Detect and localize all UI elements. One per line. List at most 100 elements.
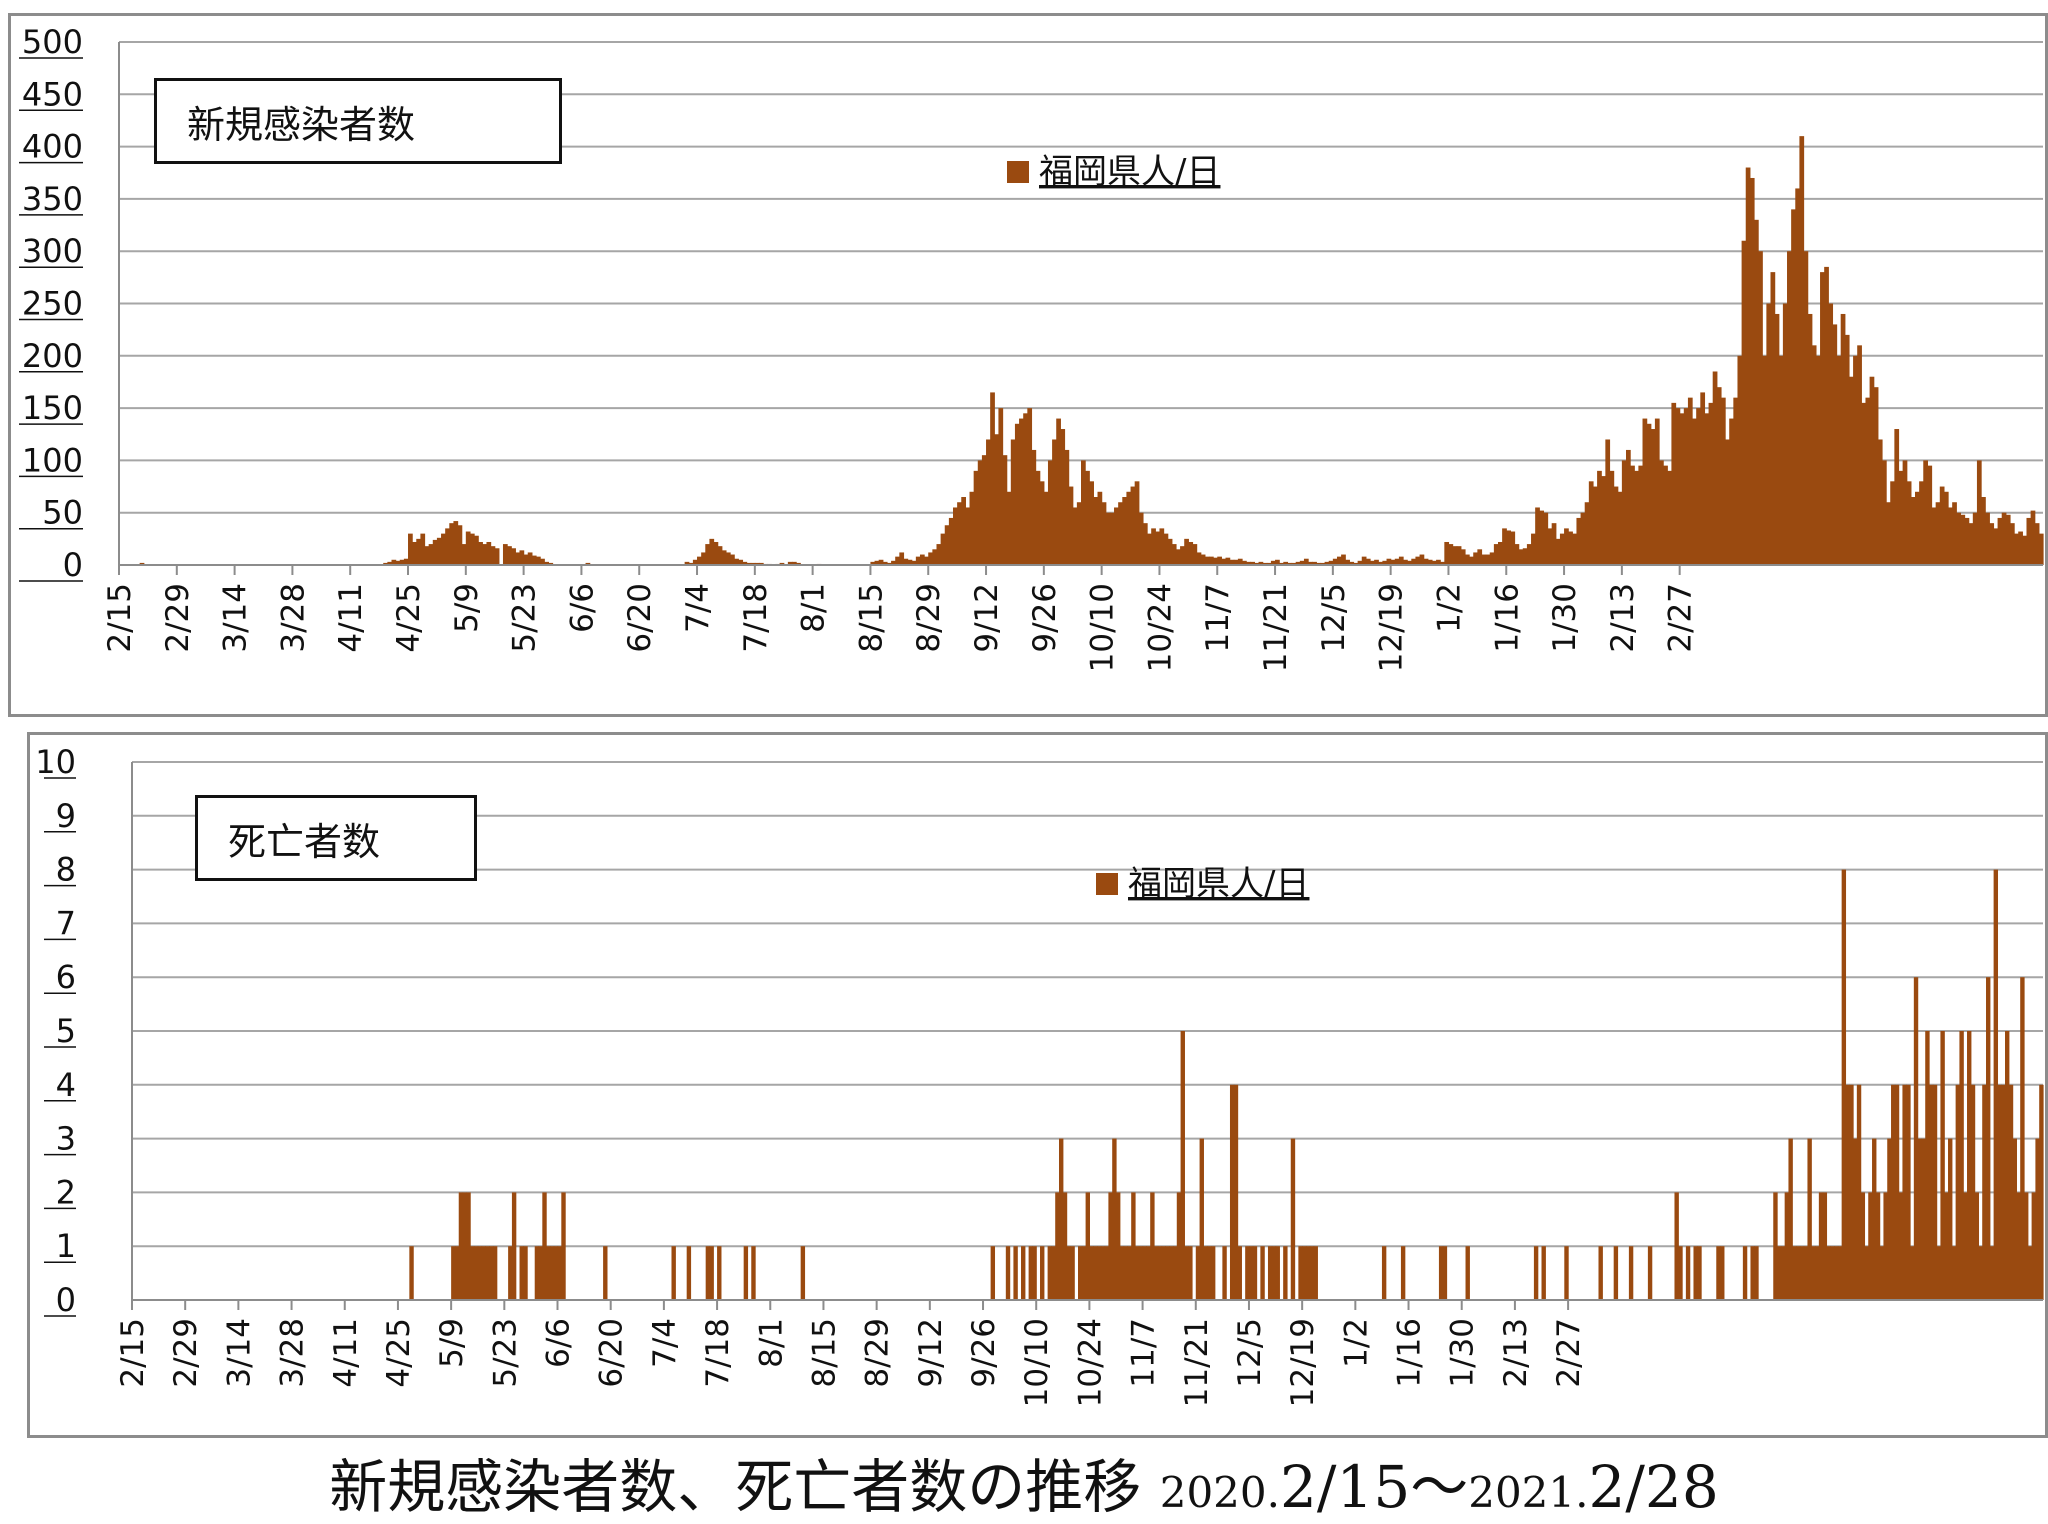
x-tick-label: 2/13 [1605, 583, 1641, 653]
bar [1188, 1246, 1193, 1300]
y-tick-label: 9 [56, 797, 76, 835]
bar [1465, 1246, 1470, 1300]
bar [1539, 510, 1545, 565]
bar [1725, 439, 1730, 565]
bar [1674, 1192, 1679, 1300]
x-tick-label: 2/27 [1663, 583, 1699, 653]
bar [1784, 1192, 1790, 1300]
bar [1869, 376, 1875, 565]
bar [1498, 541, 1503, 565]
bar [1291, 562, 1297, 565]
x-tick-label: 8/15 [806, 1318, 842, 1388]
bar [1254, 562, 1260, 565]
y-tick-label: 7 [56, 904, 76, 942]
bar [462, 1192, 467, 1300]
bar [1915, 491, 1920, 565]
bar [713, 541, 719, 565]
bar [511, 1192, 517, 1300]
bar [1807, 1138, 1812, 1300]
bar [1299, 560, 1305, 565]
bar [1576, 517, 1582, 565]
y-tick-label: 4 [56, 1066, 76, 1104]
bar [743, 1246, 749, 1300]
bar [1875, 1192, 1881, 1300]
bar [1266, 562, 1272, 565]
bar [1442, 1246, 1448, 1300]
bar [1180, 546, 1185, 565]
bar [1824, 266, 1829, 565]
bar [1770, 272, 1776, 565]
bar [2001, 512, 2007, 565]
bar [1799, 1246, 1805, 1300]
bar [1047, 1246, 1053, 1300]
bar [2022, 535, 2028, 565]
bar [709, 538, 715, 565]
bar [469, 533, 475, 565]
bar [751, 1246, 756, 1300]
bar [1469, 556, 1474, 565]
bar [1777, 1246, 1782, 1300]
bar [1940, 1031, 1945, 1300]
bar [1853, 355, 1858, 565]
bar [1921, 1138, 1926, 1300]
bar [1051, 1246, 1056, 1300]
bar [1733, 397, 1739, 565]
bar [1370, 560, 1375, 565]
bar [1258, 561, 1264, 565]
bar [1043, 491, 1049, 565]
bar [1118, 502, 1123, 565]
bar [1551, 523, 1557, 565]
bar [466, 1192, 471, 1300]
bar [470, 1246, 475, 1300]
bar [1526, 544, 1532, 565]
bar [1650, 429, 1656, 565]
x-tick-label: 8/15 [853, 583, 889, 653]
bar [1826, 1246, 1831, 1300]
bar [1374, 559, 1379, 565]
figure-caption: 新規感染者数、死亡者数の推移 2020.2/15～2021.2/28 [0, 1440, 2048, 1524]
bar [1052, 439, 1057, 565]
bar [686, 1246, 692, 1300]
bar [1035, 470, 1041, 565]
bar [1592, 486, 1598, 565]
bar [944, 525, 950, 565]
bar [1378, 561, 1383, 565]
bar [981, 455, 987, 565]
x-tick-label: 2/29 [160, 583, 196, 653]
bar [1246, 561, 1251, 565]
bar [1720, 1246, 1725, 1300]
bar [1837, 1246, 1843, 1300]
bar [1654, 418, 1660, 565]
bar [1902, 1084, 1907, 1300]
bar [1952, 502, 1957, 565]
bar [1180, 1031, 1185, 1300]
bar [1704, 413, 1710, 565]
bar [1758, 251, 1763, 565]
x-tick-label: 11/7 [1200, 583, 1236, 653]
y-tick-label: 0 [56, 1281, 76, 1319]
bar [1811, 345, 1817, 565]
bar [1298, 1246, 1303, 1300]
x-tick-label: 6/6 [564, 583, 600, 633]
bar [1101, 502, 1107, 565]
bar [709, 1246, 714, 1300]
bar [1894, 429, 1900, 565]
bar [1749, 177, 1755, 566]
bar [536, 556, 541, 565]
bar [1745, 167, 1751, 565]
bar [1555, 538, 1561, 565]
y-tick-label: 300 [22, 232, 83, 270]
bar [1762, 355, 1767, 565]
bar [1207, 1246, 1212, 1300]
bar [1159, 528, 1165, 565]
bar [515, 552, 521, 565]
bar [2027, 1246, 2033, 1300]
bar [924, 556, 929, 565]
bar [1295, 561, 1301, 565]
x-tick-label: 6/6 [541, 1318, 577, 1368]
bar [1089, 481, 1094, 565]
x-tick-label: 7/18 [700, 1318, 736, 1388]
bar [1634, 470, 1639, 565]
bar [1697, 1246, 1702, 1300]
bar [919, 554, 925, 565]
